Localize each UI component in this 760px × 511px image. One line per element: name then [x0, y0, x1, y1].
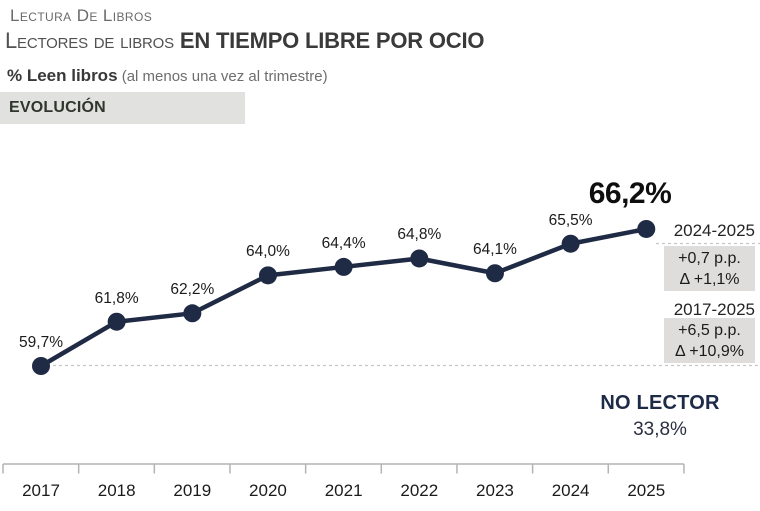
x-axis-label-2020: 2020: [249, 481, 287, 500]
x-axis-label-2019: 2019: [173, 481, 212, 500]
point-value-label-2022: 64,8%: [397, 226, 442, 244]
delta-pct-value: Δ +1,1%: [679, 270, 740, 288]
chart-subtitle: % Leen libros (al menos una vez al trime…: [7, 66, 328, 86]
x-axis-label-2022: 2022: [400, 481, 439, 500]
point-value-label-2021: 64,4%: [321, 234, 366, 252]
data-point-2022: [410, 249, 429, 268]
delta-box-2017-2025: +6,5 p.p. Δ +10,9%: [664, 318, 755, 363]
data-point-2019: [183, 304, 202, 323]
data-point-2024: [561, 234, 580, 253]
no-lector-value: 33,8%: [633, 419, 687, 440]
point-value-label-2018: 61,8%: [94, 289, 139, 307]
evolution-badge: EVOLUCIÓN: [0, 92, 245, 124]
x-axis-label-2018: 2018: [97, 481, 136, 500]
data-point-2023: [485, 264, 504, 283]
data-point-2017: [32, 357, 50, 375]
data-point-2018: [107, 312, 126, 331]
point-value-label-2023: 64,1%: [472, 241, 517, 259]
point-value-label-2017: 59,7%: [19, 334, 63, 351]
section-kicker: Lectura De Libros: [10, 6, 153, 25]
delta-period-label-2024-2025: 2024-2025: [673, 221, 755, 240]
data-point-2020: [258, 266, 277, 285]
point-value-label-2019: 62,2%: [170, 281, 215, 299]
chart-title-bold: EN TIEMPO LIBRE POR OCIO: [179, 28, 485, 53]
x-axis-label-2023: 2023: [476, 481, 514, 500]
delta-period-label-2017-2025: 2017-2025: [673, 300, 755, 319]
chart-title: Lectores de libros EN TIEMPO LIBRE POR O…: [5, 28, 485, 54]
chart-title-regular: Lectores de libros: [5, 28, 180, 53]
highlight-value-label: 66,2%: [588, 177, 672, 210]
point-value-label-2020: 64,0%: [245, 243, 290, 261]
data-point-2021: [334, 257, 353, 276]
no-lector-label: NO LECTOR: [600, 392, 720, 414]
delta-box-2024-2025: +0,7 p.p. Δ +1,1%: [664, 246, 755, 291]
x-axis-label-2021: 2021: [324, 481, 363, 500]
delta-pp-value: +0,7 p.p.: [678, 249, 741, 267]
x-axis-label-2025: 2025: [627, 481, 666, 500]
point-value-label-2024: 65,5%: [548, 211, 593, 229]
x-axis-label-2024: 2024: [551, 481, 590, 500]
x-axis-label-2017: 2017: [22, 481, 60, 500]
data-point-2025: [637, 219, 656, 238]
delta-pp-value: +6,5 p.p.: [678, 321, 741, 339]
chart-subtitle-measure: % Leen libros: [7, 66, 118, 85]
chart-subtitle-note: (al menos una vez al trimestre): [117, 68, 328, 85]
delta-pct-value: Δ +10,9%: [675, 342, 744, 360]
